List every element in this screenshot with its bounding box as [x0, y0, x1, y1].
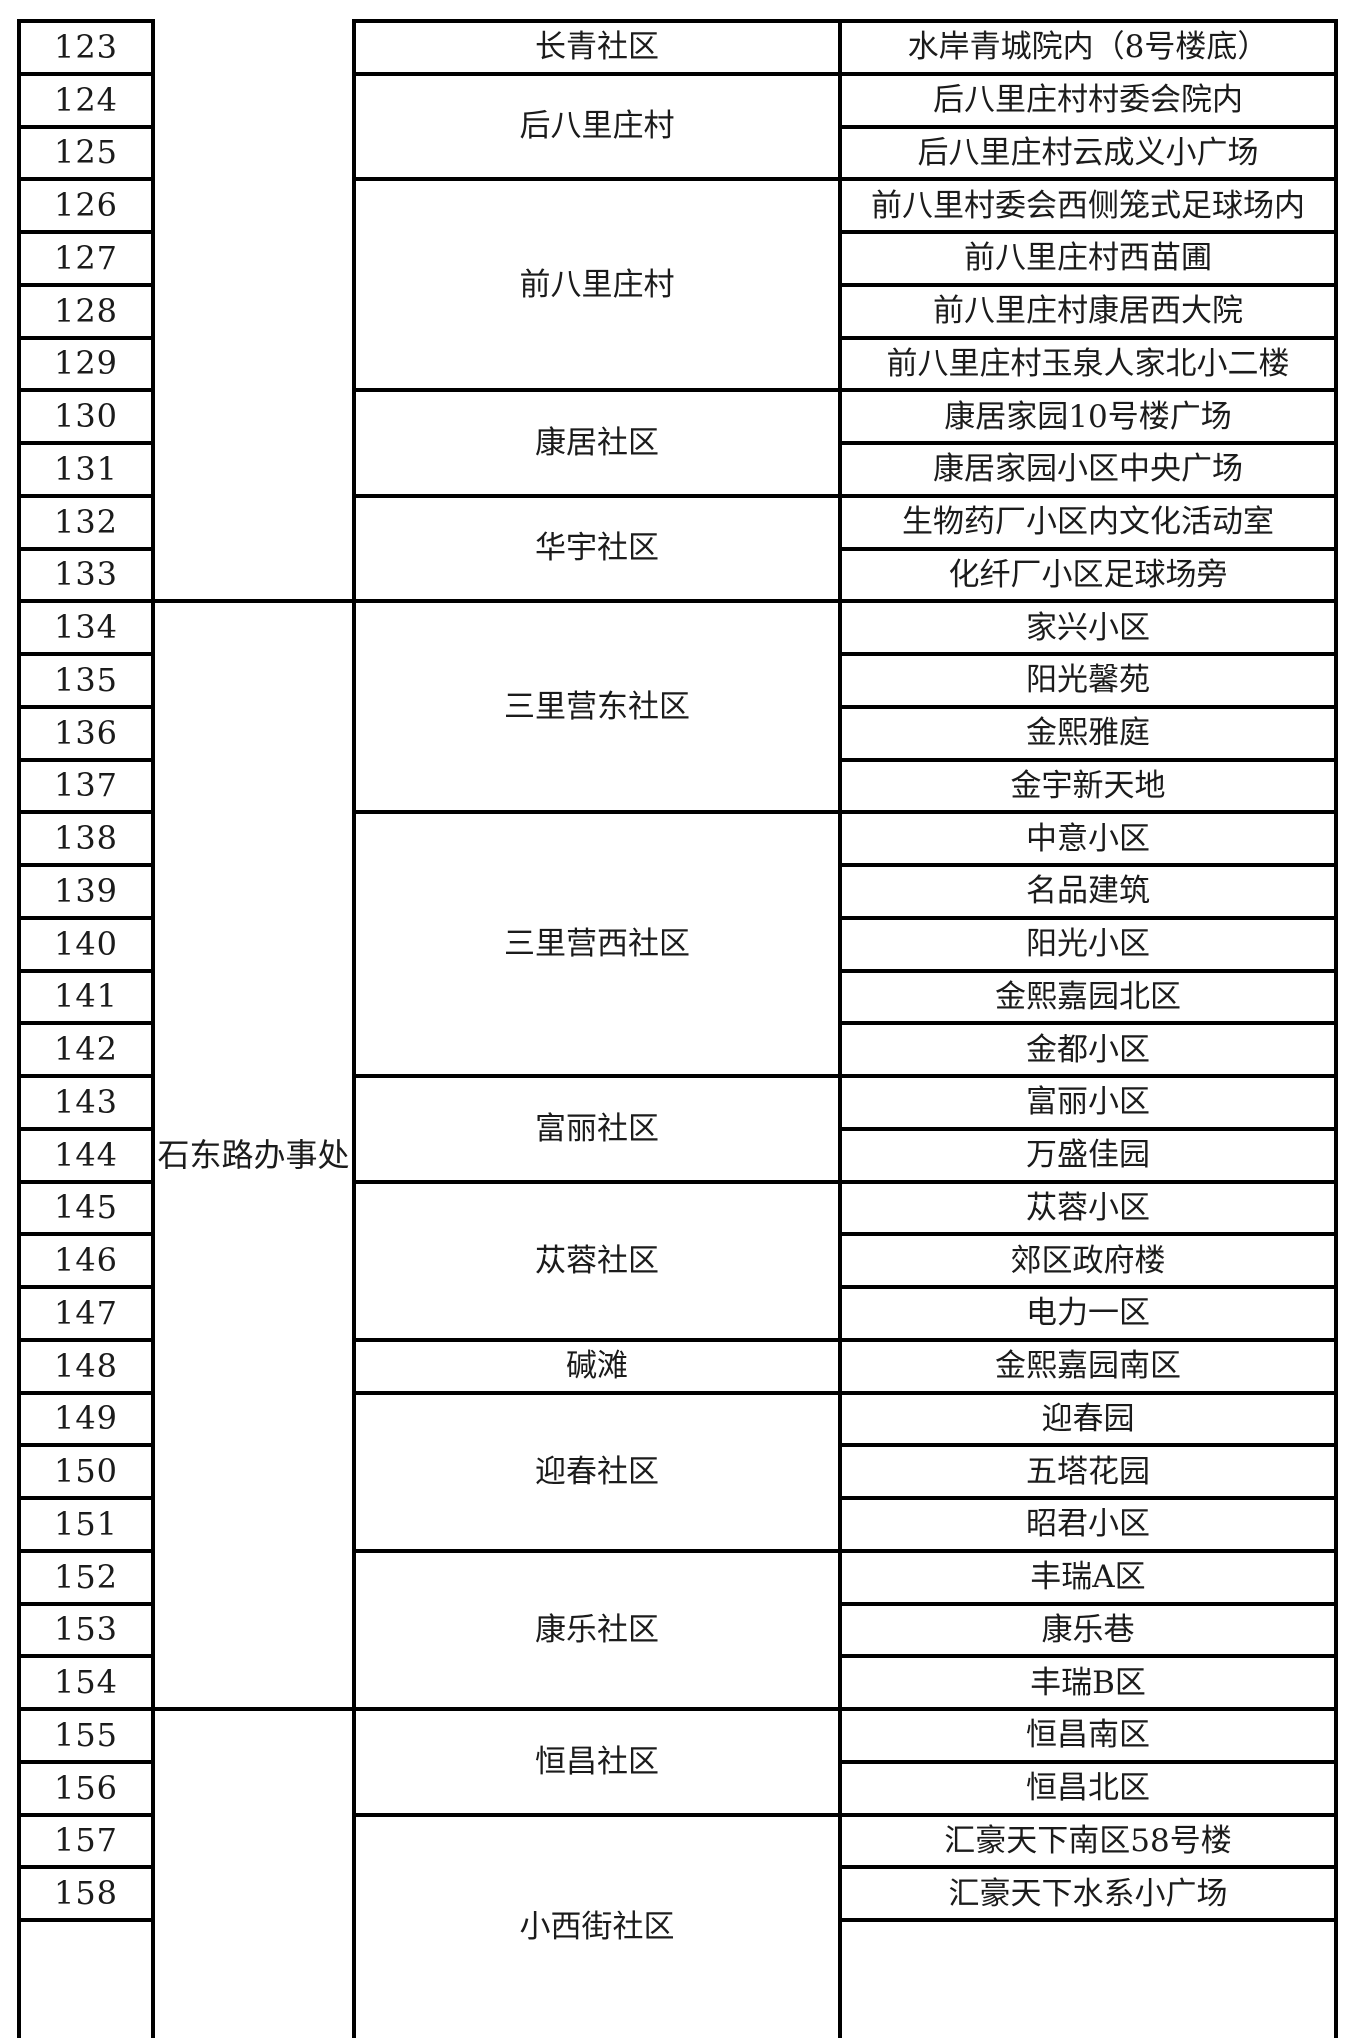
- location-cell: 阳光馨苑: [838, 652, 1338, 705]
- location-cell: 水岸青城院内（8号楼底）: [838, 19, 1338, 72]
- row-number-cell: 131: [17, 441, 151, 494]
- row-number-cell: 143: [17, 1074, 151, 1127]
- row-number-cell: 123: [17, 19, 151, 72]
- row-number-cell: 150: [17, 1443, 151, 1496]
- row-number-cell: 141: [17, 969, 151, 1022]
- office-cell: [151, 1707, 352, 2038]
- row-number-cell: 148: [17, 1338, 151, 1391]
- location-cell: 化纤厂小区足球场旁: [838, 547, 1338, 600]
- row-number-cell: 155: [17, 1707, 151, 1760]
- row-number-cell: 125: [17, 125, 151, 178]
- community-cell: 迎春社区: [352, 1391, 838, 1549]
- office-cell: 石东路办事处: [151, 599, 352, 1707]
- row-number-cell: 128: [17, 283, 151, 336]
- location-cell: 五塔花园: [838, 1443, 1338, 1496]
- row-number-cell: 132: [17, 494, 151, 547]
- location-cell: 汇豪天下水系小广场: [838, 1865, 1338, 1918]
- row-number-cell-partial: [17, 1918, 151, 2038]
- location-cell: 中意小区: [838, 810, 1338, 863]
- community-cell: 后八里庄村: [352, 72, 838, 178]
- location-cell: 前八里村委会西侧笼式足球场内: [838, 177, 1338, 230]
- location-cell: 名品建筑: [838, 863, 1338, 916]
- location-cell: 后八里庄村云成义小广场: [838, 125, 1338, 178]
- row-number-cell: 130: [17, 388, 151, 441]
- location-cell: 汇豪天下南区58号楼: [838, 1813, 1338, 1866]
- location-cell: 金熙雅庭: [838, 705, 1338, 758]
- page: { "page": { "background": "#ffffff", "bo…: [0, 0, 1355, 1941]
- community-cell: 康居社区: [352, 388, 838, 494]
- location-cell: 生物药厂小区内文化活动室: [838, 494, 1338, 547]
- location-cell: 电力一区: [838, 1285, 1338, 1338]
- row-number-cell: 147: [17, 1285, 151, 1338]
- location-cell-partial: [838, 1918, 1338, 2038]
- row-number-cell: 144: [17, 1127, 151, 1180]
- row-number-cell: 129: [17, 336, 151, 389]
- location-cell: 阳光小区: [838, 916, 1338, 969]
- row-number-cell: 134: [17, 599, 151, 652]
- location-cell: 丰瑞A区: [838, 1549, 1338, 1602]
- community-cell: 前八里庄村: [352, 177, 838, 388]
- location-cell: 昭君小区: [838, 1496, 1338, 1549]
- community-cell: 小西街社区: [352, 1813, 838, 2038]
- community-cell: 碱滩: [352, 1338, 838, 1391]
- community-cell: 恒昌社区: [352, 1707, 838, 1813]
- row-number-cell: 142: [17, 1021, 151, 1074]
- community-cell: 长青社区: [352, 19, 838, 72]
- location-cell: 前八里庄村康居西大院: [838, 283, 1338, 336]
- location-cell: 金熙嘉园南区: [838, 1338, 1338, 1391]
- location-cell: 康乐巷: [838, 1602, 1338, 1655]
- row-number-cell: 152: [17, 1549, 151, 1602]
- row-number-cell: 158: [17, 1865, 151, 1918]
- row-number-cell: 133: [17, 547, 151, 600]
- community-cell: 三里营西社区: [352, 810, 838, 1074]
- community-cell: 康乐社区: [352, 1549, 838, 1707]
- location-cell: 苁蓉小区: [838, 1180, 1338, 1233]
- location-cell: 前八里庄村玉泉人家北小二楼: [838, 336, 1338, 389]
- location-cell: 郊区政府楼: [838, 1232, 1338, 1285]
- location-cell: 万盛佳园: [838, 1127, 1338, 1180]
- location-cell: 恒昌南区: [838, 1707, 1338, 1760]
- location-cell: 迎春园: [838, 1391, 1338, 1444]
- location-cell: 康居家园10号楼广场: [838, 388, 1338, 441]
- row-number-cell: 124: [17, 72, 151, 125]
- row-number-cell: 149: [17, 1391, 151, 1444]
- location-cell: 康居家园小区中央广场: [838, 441, 1338, 494]
- location-cell: 金熙嘉园北区: [838, 969, 1338, 1022]
- row-number-cell: 156: [17, 1760, 151, 1813]
- community-cell: 三里营东社区: [352, 599, 838, 810]
- row-number-cell: 139: [17, 863, 151, 916]
- row-number-cell: 153: [17, 1602, 151, 1655]
- row-number-cell: 126: [17, 177, 151, 230]
- location-cell: 金都小区: [838, 1021, 1338, 1074]
- row-number-cell: 135: [17, 652, 151, 705]
- location-cell: 前八里庄村西苗圃: [838, 230, 1338, 283]
- row-number-cell: 151: [17, 1496, 151, 1549]
- row-number-cell: 154: [17, 1654, 151, 1707]
- row-number-cell: 157: [17, 1813, 151, 1866]
- office-cell: [151, 19, 352, 599]
- community-cell: 富丽社区: [352, 1074, 838, 1180]
- location-cell: 家兴小区: [838, 599, 1338, 652]
- location-cell: 富丽小区: [838, 1074, 1338, 1127]
- row-number-cell: 127: [17, 230, 151, 283]
- row-number-cell: 146: [17, 1232, 151, 1285]
- row-number-cell: 137: [17, 758, 151, 811]
- row-number-cell: 145: [17, 1180, 151, 1233]
- community-cell: 苁蓉社区: [352, 1180, 838, 1338]
- location-cell: 恒昌北区: [838, 1760, 1338, 1813]
- location-cell: 后八里庄村村委会院内: [838, 72, 1338, 125]
- location-cell: 丰瑞B区: [838, 1654, 1338, 1707]
- row-number-cell: 136: [17, 705, 151, 758]
- location-cell: 金宇新天地: [838, 758, 1338, 811]
- row-number-cell: 138: [17, 810, 151, 863]
- schedule-table: 长青社区水岸青城院内（8号楼底）后八里庄村后八里庄村村委会院内后八里庄村云成义小…: [17, 19, 1338, 2038]
- community-cell: 华宇社区: [352, 494, 838, 600]
- row-number-cell: 140: [17, 916, 151, 969]
